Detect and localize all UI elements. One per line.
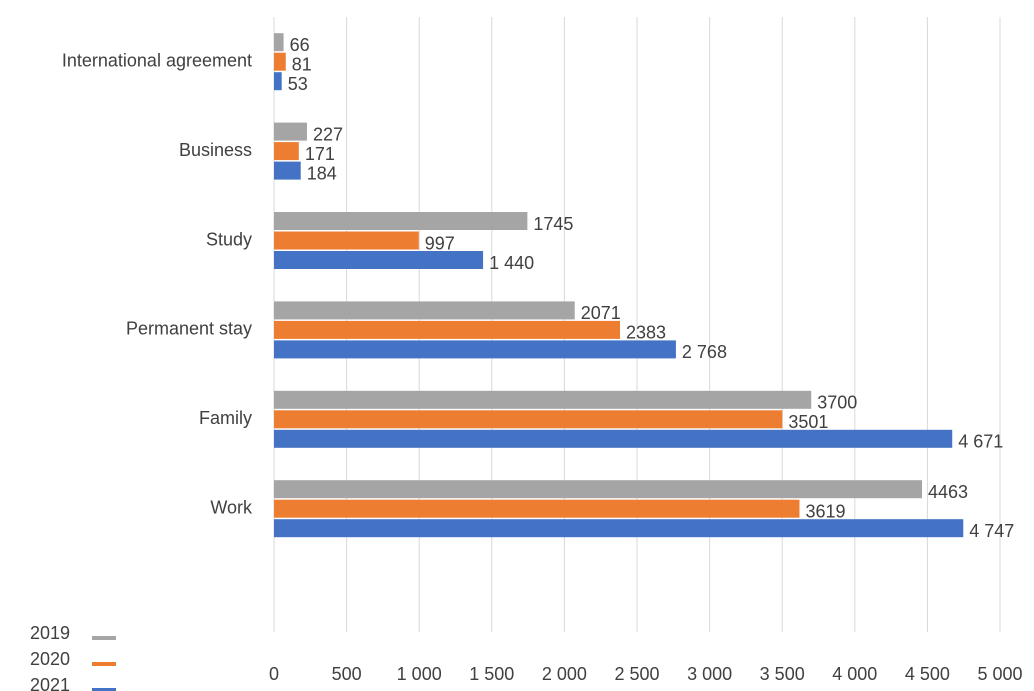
bar	[274, 162, 301, 180]
bar	[274, 301, 575, 319]
value-label: 227	[313, 124, 343, 144]
value-label: 4463	[928, 482, 968, 502]
value-label: 1 440	[489, 253, 534, 273]
category-label: Business	[179, 140, 252, 160]
legend-label: 2020	[30, 649, 70, 669]
legend-label: 2021	[30, 675, 70, 691]
value-label: 3700	[817, 393, 857, 413]
bar	[274, 321, 620, 339]
value-label: 3619	[805, 501, 845, 521]
value-label: 3501	[788, 412, 828, 432]
category-label: Study	[206, 229, 252, 249]
chart: 0 500 1 000 1 500 2 000 2 500 3 000 3 500 4 000 4…	[0, 0, 1034, 691]
x-tick-label: 0	[269, 664, 279, 684]
x-tick-label: 2 500	[614, 664, 659, 684]
legend-label: 2019	[30, 623, 70, 643]
value-label: 81	[292, 54, 312, 74]
category-label: Work	[210, 497, 253, 517]
value-label: 171	[305, 144, 335, 164]
value-label: 53	[288, 74, 308, 94]
category-label: Family	[199, 408, 252, 428]
bar	[274, 123, 307, 141]
x-tick-label: 2 000	[542, 664, 587, 684]
bar	[274, 519, 963, 537]
bar	[274, 33, 284, 51]
value-label: 997	[425, 233, 455, 253]
bar	[274, 430, 952, 448]
x-tick-label: 4 000	[832, 664, 877, 684]
bar	[274, 251, 483, 269]
value-label: 4 671	[958, 432, 1003, 452]
bar	[274, 410, 782, 428]
value-label: 1745	[533, 214, 573, 234]
value-label: 66	[290, 35, 310, 55]
x-tick-label: 3 500	[760, 664, 805, 684]
bar	[274, 391, 811, 409]
x-tick-label: 1 500	[469, 664, 514, 684]
x-tick-label: 5 000	[977, 664, 1022, 684]
value-label: 184	[307, 163, 337, 183]
bar	[274, 340, 676, 358]
x-tick-label: 3 000	[687, 664, 732, 684]
x-tick-label: 1 000	[397, 664, 442, 684]
bar	[274, 480, 922, 498]
category-label: International agreement	[62, 50, 252, 70]
value-label: 2071	[581, 303, 621, 323]
bar	[274, 142, 299, 160]
value-label: 2383	[626, 323, 666, 343]
bar	[274, 500, 799, 518]
x-tick-label: 500	[332, 664, 362, 684]
bar	[274, 53, 286, 71]
category-label: Permanent stay	[126, 319, 252, 339]
bar	[274, 72, 282, 90]
x-tick-label: 4 500	[905, 664, 950, 684]
bar	[274, 212, 527, 230]
value-label: 4 747	[969, 521, 1014, 541]
bar	[274, 232, 419, 250]
value-label: 2 768	[682, 342, 727, 362]
